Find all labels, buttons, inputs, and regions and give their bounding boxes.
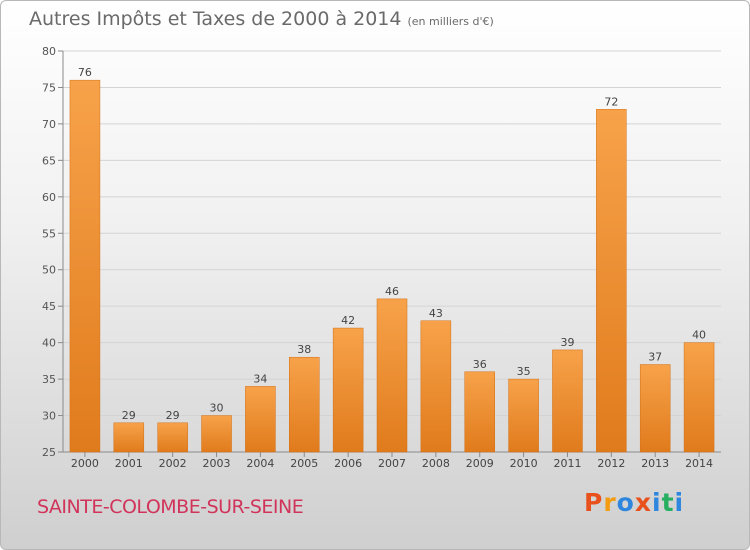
logo-letter: t: [661, 488, 675, 517]
chart-title-text: Autres Impôts et Taxes de 2000 à 2014: [29, 8, 402, 30]
logo-letter: P: [584, 488, 604, 517]
bar-2001: [113, 422, 145, 453]
y-tick-label: 55: [42, 227, 56, 240]
x-tick-label: 2004: [246, 457, 274, 470]
data-label-2005: 38: [297, 343, 311, 356]
axes: 25 30 35 40 45 50 55 60 65 70 75 80 2000 2001 2002 2003…: [42, 45, 721, 470]
data-label-2008: 43: [429, 307, 443, 320]
chart-unit: (en milliers d'€): [407, 15, 494, 28]
bar-2003: [201, 415, 232, 453]
commune-name: SAINTE-COLOMBE-SUR-SEINE: [37, 496, 304, 518]
data-label-2013: 37: [648, 351, 662, 364]
bar-2005: [289, 356, 320, 453]
x-tick-label: 2013: [641, 457, 669, 470]
bar-2007: [376, 298, 408, 453]
x-tick-label: 2006: [334, 457, 362, 470]
x-tick-label: 2001: [115, 457, 143, 470]
x-tick-label: 2008: [422, 457, 450, 470]
logo-letter: o: [616, 488, 635, 517]
bar-2009: [464, 371, 495, 453]
x-tick-label: 2012: [597, 457, 625, 470]
x-tick-label: 2005: [290, 457, 318, 470]
data-label-2012: 72: [604, 95, 618, 108]
x-tick-label: 2010: [510, 457, 538, 470]
y-tick-label: 45: [42, 300, 56, 313]
y-tick-label: 40: [42, 337, 56, 350]
y-tick-label: 70: [42, 118, 56, 131]
data-label-2010: 35: [517, 365, 531, 378]
x-tick-label: 2011: [553, 457, 581, 470]
data-label-2014: 40: [692, 329, 706, 342]
data-label-2000: 76: [78, 66, 92, 79]
data-label-2007: 46: [385, 285, 399, 298]
logo-letter: i: [652, 488, 662, 517]
bar-2012: [596, 109, 627, 453]
data-labels: 76 29 29 30 34 38 42 46 43 36 35 39 72 37 40: [78, 66, 706, 422]
y-tick-label: 50: [42, 264, 56, 277]
data-label-2011: 39: [560, 336, 574, 349]
x-tick-label: 2003: [203, 457, 231, 470]
proxiti-logo[interactable]: Proxiti: [584, 488, 684, 517]
bar-2014: [683, 342, 715, 453]
bars: [69, 79, 715, 453]
bar-2004: [245, 386, 276, 453]
bar-2002: [157, 422, 188, 453]
y-tick-label: 75: [42, 81, 56, 94]
data-label-2006: 42: [341, 314, 355, 327]
logo-letter: x: [634, 488, 652, 517]
data-label-2001: 29: [122, 409, 136, 422]
logo-letter: r: [603, 488, 617, 517]
bar-2000: [69, 79, 101, 453]
x-tick-label: 2007: [378, 457, 406, 470]
x-tick-label: 2002: [159, 457, 187, 470]
y-tick-label: 35: [42, 373, 56, 386]
chart-title: Autres Impôts et Taxes de 2000 à 2014 (en…: [29, 8, 494, 30]
x-tick-label: 2009: [466, 457, 494, 470]
y-tick-label: 25: [42, 446, 56, 459]
bar-2010: [508, 378, 539, 453]
bar-2011: [552, 349, 583, 453]
bar-2008: [420, 320, 452, 453]
data-label-2002: 29: [166, 409, 180, 422]
y-tick-label: 80: [42, 45, 56, 58]
x-tick-label: 2014: [685, 457, 713, 470]
y-tick-label: 65: [42, 154, 56, 167]
y-tick-label: 30: [42, 410, 56, 423]
y-tick-label: 60: [42, 191, 56, 204]
data-label-2003: 30: [210, 402, 224, 415]
bar-2013: [639, 364, 671, 453]
data-label-2004: 34: [253, 372, 267, 385]
logo-letter: i: [674, 488, 685, 517]
data-label-2009: 36: [473, 358, 487, 371]
bar-2006: [332, 327, 364, 453]
x-tick-label: 2000: [71, 457, 99, 470]
